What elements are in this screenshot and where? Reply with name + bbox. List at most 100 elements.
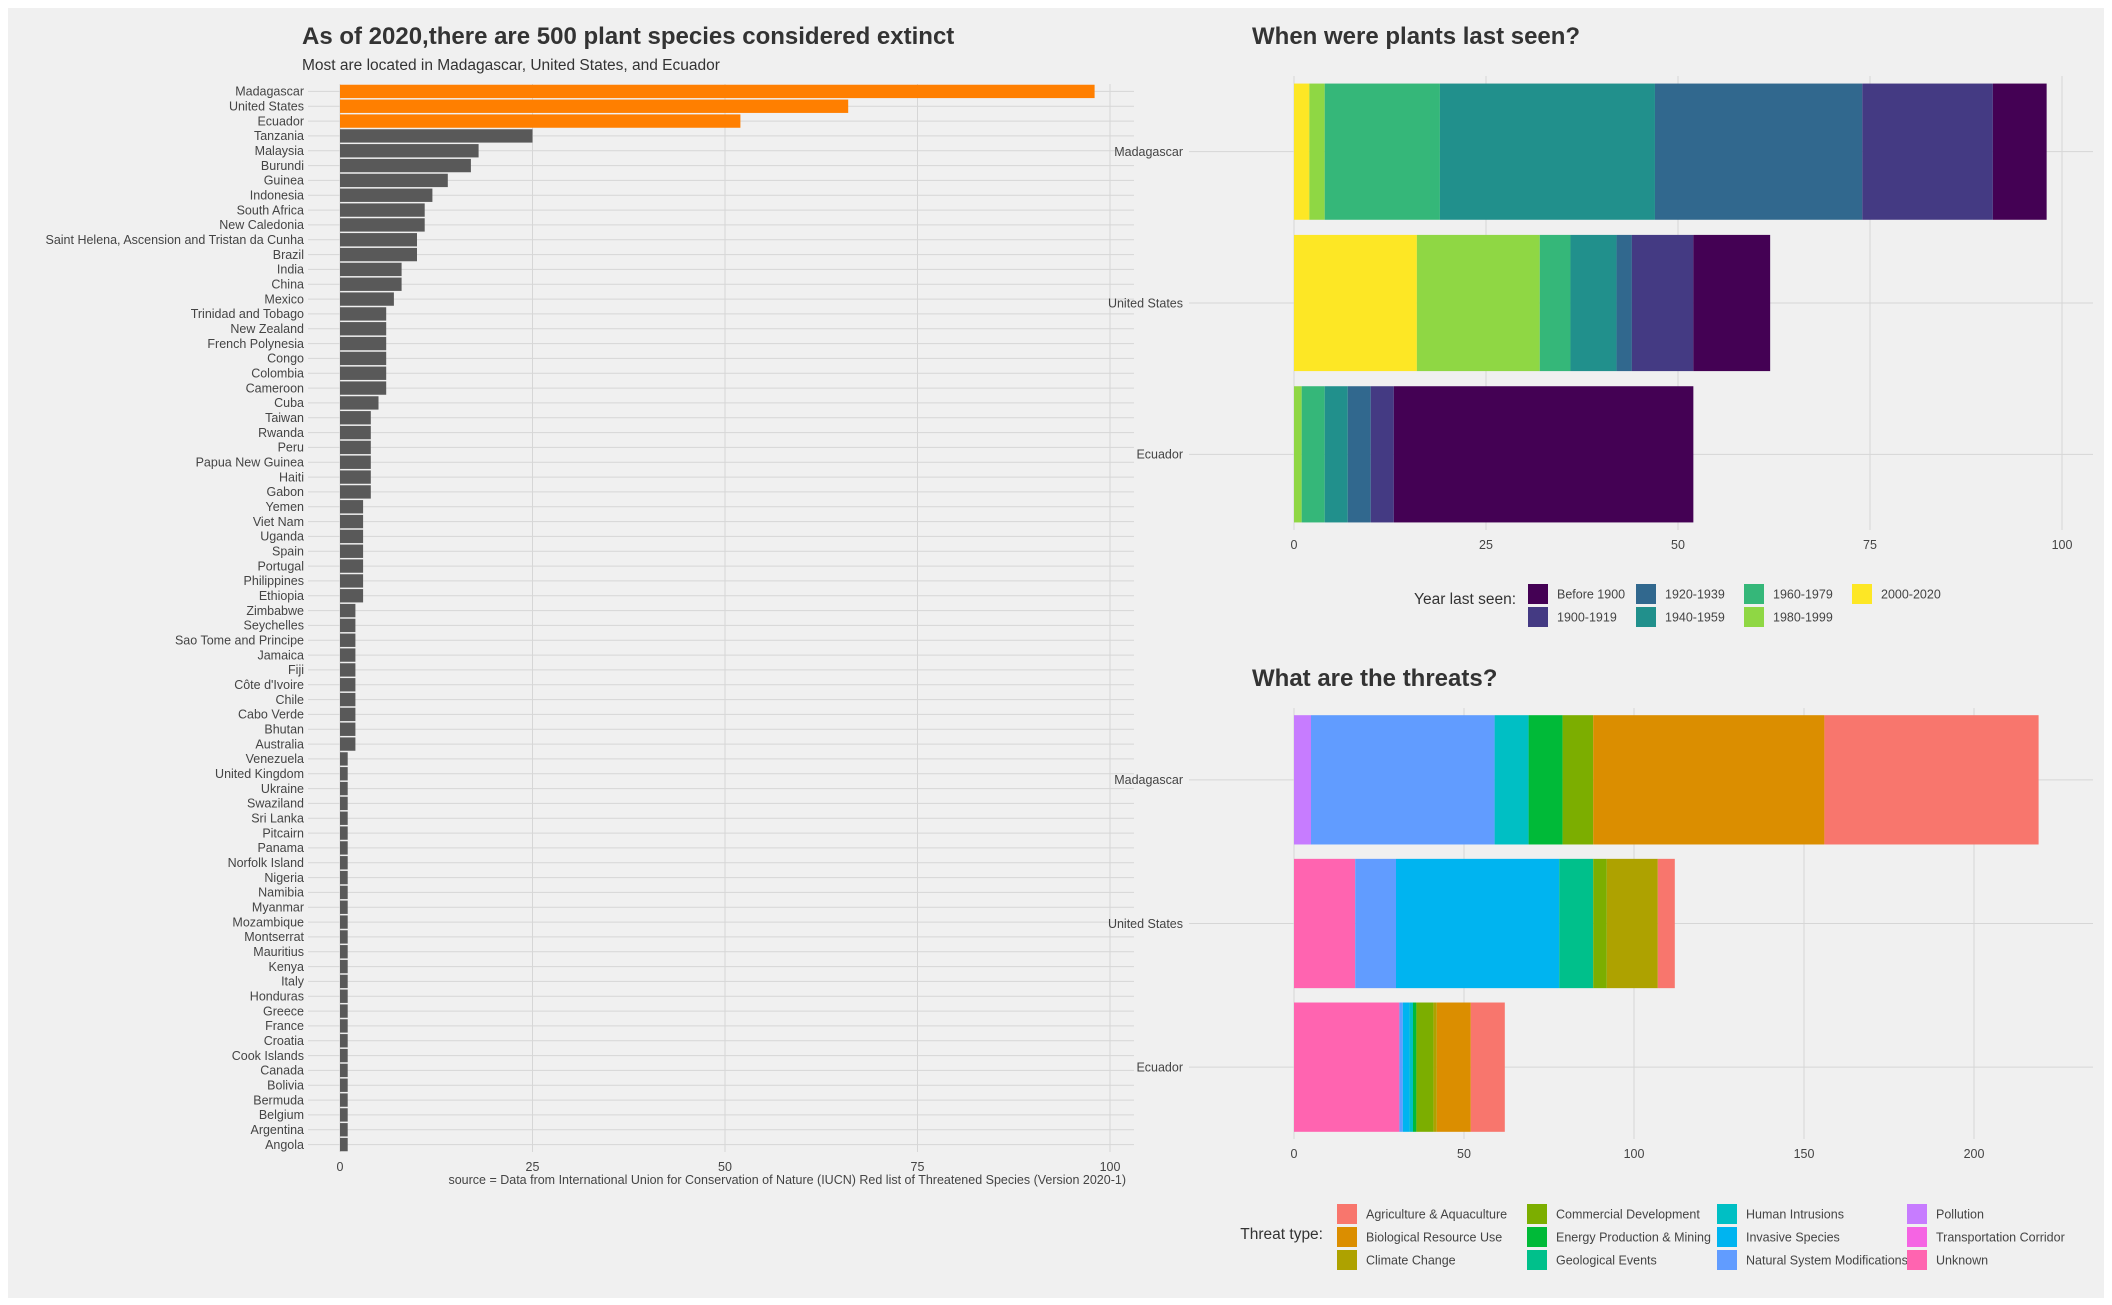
chart3-threat-bars: 0 50 100 150 200 Madagascar United States Ecuad…	[1108, 708, 2093, 1270]
chart3-title: What are the threats?	[1252, 665, 1497, 692]
bar-trinidad-and-tobago	[340, 307, 387, 321]
legend-label-1920-1939: 1920-1939	[1665, 588, 1725, 602]
chart1-y-tick-label: Papua New Guinea	[196, 456, 304, 470]
bar-portugal	[340, 559, 364, 573]
chart2-y-tick-label: United States	[1108, 296, 1183, 310]
chart1-y-tick-label: Belgium	[259, 1108, 304, 1122]
bar-new-zealand	[340, 322, 387, 336]
chart1-y-tick-label: Trinidad and Tobago	[191, 307, 304, 321]
chart3-x-tick-label: 150	[1794, 1147, 1815, 1161]
legend-label-1940-1959: 1940-1959	[1665, 611, 1725, 625]
chart1-y-tick-label: Myanmar	[252, 901, 304, 915]
bar-rwanda	[340, 425, 371, 440]
chart1-y-tick-label: Cabo Verde	[238, 708, 304, 722]
segment-madagascar-1940-1959	[1439, 83, 1655, 220]
bar-ecuador	[340, 114, 741, 128]
segment-ecuador-unknown	[1294, 1002, 1400, 1132]
bar-uganda	[340, 529, 364, 544]
bar-burundi	[340, 158, 471, 173]
bar-namibia	[340, 885, 348, 900]
legend-swatch-climate-change	[1337, 1250, 1357, 1270]
chart1-y-tick-label: Ukraine	[261, 782, 304, 796]
legend-label-commercial-development: Commercial Development	[1556, 1208, 1700, 1222]
segment-ecuador-energy-production-mining	[1413, 1002, 1417, 1132]
bar-cuba	[340, 396, 379, 410]
segment-united-states-geological-events	[1559, 858, 1594, 989]
bar-taiwan	[340, 411, 371, 425]
bar-malaysia	[340, 144, 479, 158]
chart2-title: When were plants last seen?	[1252, 23, 1580, 50]
chart1-y-tick-label: Australia	[255, 737, 304, 751]
bar-swaziland	[340, 796, 348, 811]
chart1-y-tick-label: Côte d'Ivoire	[234, 678, 304, 692]
chart1-y-tick-label: Bermuda	[253, 1093, 304, 1107]
chart2-x-tick-label: 50	[1671, 538, 1685, 552]
bar-canada	[340, 1063, 348, 1078]
bar-new-caledonia	[340, 218, 425, 232]
chart1-y-tick-label: India	[277, 263, 304, 277]
bar-jamaica	[340, 648, 356, 662]
segment-ecuador-agriculture-aquaculture	[1470, 1002, 1505, 1132]
segment-ecuador-1940-1959	[1324, 386, 1348, 523]
chart1-y-tick-label: Cook Islands	[232, 1049, 304, 1063]
legend-label-pollution: Pollution	[1936, 1208, 1984, 1222]
chart3-y-tick-label: Madagascar	[1114, 773, 1183, 787]
legend-label-climate-change: Climate Change	[1366, 1254, 1456, 1268]
legend-swatch-1920-1939	[1636, 584, 1656, 604]
bar-indonesia	[340, 188, 433, 202]
bar-pitcairn	[340, 826, 348, 840]
chart1-y-tick-label: Sri Lanka	[251, 812, 304, 826]
segment-united-states-1920-1939	[1616, 234, 1632, 372]
bar-india	[340, 262, 402, 277]
legend-swatch-invasive-species	[1717, 1227, 1737, 1247]
bar-sri-lanka	[340, 811, 348, 825]
segment-united-states-unknown	[1294, 858, 1356, 989]
legend-swatch-1900-1919	[1528, 607, 1548, 627]
legend-swatch-1940-1959	[1636, 607, 1656, 627]
chart1-y-tick-label: Norfolk Island	[228, 856, 304, 870]
chart1-y-tick-label: Malaysia	[255, 144, 304, 158]
chart1-y-tick-label: Greece	[263, 1004, 304, 1018]
chart1-y-tick-label: Ethiopia	[259, 589, 304, 603]
chart2-y-tick-label: Madagascar	[1114, 145, 1183, 159]
chart1-y-tick-label: Ecuador	[257, 114, 304, 128]
chart2-x-tick-label: 25	[1479, 538, 1493, 552]
legend-label-before-1900: Before 1900	[1557, 588, 1625, 602]
chart1-x-tick-label: 0	[337, 1160, 344, 1174]
bar-honduras	[340, 989, 348, 1003]
bar-cameroon	[340, 381, 387, 395]
chart1-y-tick-label: United States	[229, 100, 304, 114]
legend-swatch-before-1900	[1528, 584, 1548, 604]
bar-myanmar	[340, 900, 348, 914]
chart1-y-tick-label: Portugal	[257, 559, 304, 573]
bar-haiti	[340, 470, 371, 484]
chart1-y-tick-label: Venezuela	[246, 752, 304, 766]
chart1-y-tick-label: Guinea	[264, 174, 304, 188]
segment-madagascar-2000-2020	[1294, 83, 1310, 220]
bar-congo	[340, 351, 387, 366]
legend-swatch-energy-production-mining	[1527, 1227, 1547, 1247]
bar-fiji	[340, 663, 356, 677]
bar-zimbabwe	[340, 603, 356, 618]
segment-madagascar-human-intrusions	[1494, 715, 1529, 845]
chart1-y-tick-label: Indonesia	[250, 189, 304, 203]
chart1-y-tick-label: Chile	[276, 693, 305, 707]
bar-norfolk-island	[340, 856, 348, 870]
chart1-y-tick-label: Mexico	[264, 292, 304, 306]
legend-swatch-commercial-development	[1527, 1204, 1547, 1224]
chart1-y-tick-label: Tanzania	[254, 129, 304, 143]
segment-ecuador-1920-1939	[1347, 386, 1371, 523]
bar-yemen	[340, 500, 364, 514]
segment-madagascar-1920-1939	[1654, 83, 1863, 220]
legend-label-energy-production-mining: Energy Production & Mining	[1556, 1231, 1711, 1245]
chart1-y-tick-label: Gabon	[266, 485, 304, 499]
legend-label-2000-2020: 2000-2020	[1881, 588, 1941, 602]
bar-viet-nam	[340, 514, 364, 529]
chart1-x-tick-label: 25	[526, 1160, 540, 1174]
bar-italy	[340, 974, 348, 989]
chart1-x-tick-label: 50	[718, 1160, 732, 1174]
chart3-y-tick-label: United States	[1108, 917, 1183, 931]
bar-nigeria	[340, 870, 348, 885]
legend-label-invasive-species: Invasive Species	[1746, 1231, 1840, 1245]
